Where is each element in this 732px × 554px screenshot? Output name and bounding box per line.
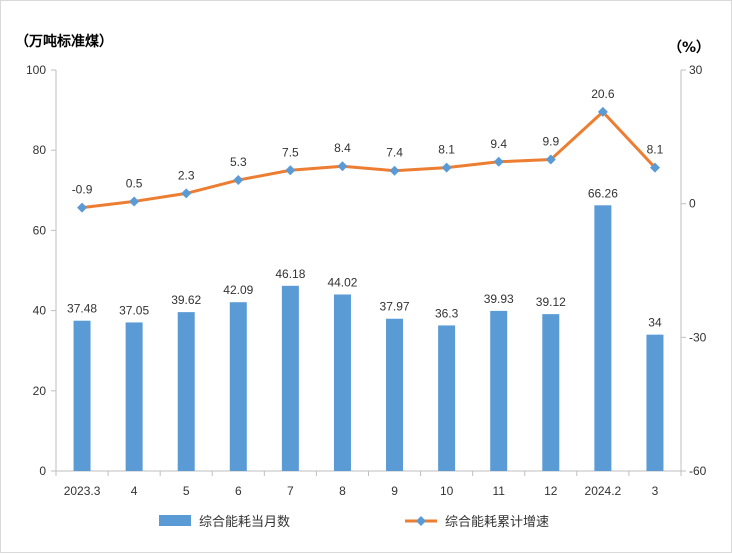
bar-data-label: 37.48 xyxy=(67,302,97,316)
line-marker xyxy=(545,154,556,165)
legend: 综合能耗当月数 综合能耗累计增速 xyxy=(159,515,549,530)
left-tick-label: 20 xyxy=(33,384,47,398)
bar xyxy=(438,325,456,471)
line-marker xyxy=(441,162,452,173)
bar-data-label: 66.26 xyxy=(588,186,618,200)
line-data-label: 0.5 xyxy=(126,176,143,190)
bar xyxy=(594,205,612,471)
bar xyxy=(542,314,560,471)
right-tick-label: -60 xyxy=(689,464,707,478)
x-tick-label: 11 xyxy=(492,484,505,498)
line-marker xyxy=(77,202,88,213)
line-marker xyxy=(233,175,244,186)
x-tick-label: 4 xyxy=(131,484,138,498)
bar xyxy=(229,302,247,471)
right-axis-unit: （%） xyxy=(668,40,710,56)
line-marker xyxy=(285,165,296,176)
left-tick-label: 80 xyxy=(33,143,47,157)
right-tick-label: 30 xyxy=(689,63,703,77)
x-tick-label: 2024.2 xyxy=(585,484,622,498)
bar xyxy=(125,322,143,471)
line-series: -0.9 0.5 2.3 5.3 7.5 8.4 7.4 8.1 9.4 9.9 20.6 8.1 xyxy=(72,87,664,213)
legend-bar-label: 综合能耗当月数 xyxy=(199,515,290,530)
series-line xyxy=(81,110,657,210)
line-marker xyxy=(181,188,192,199)
line-marker xyxy=(389,165,400,176)
line-marker xyxy=(597,106,608,117)
x-tick-label: 6 xyxy=(235,484,242,498)
line-data-label: 7.5 xyxy=(282,145,299,159)
bar-data-label: 46.18 xyxy=(275,267,305,281)
x-tick-label: 8 xyxy=(339,484,346,498)
line-data-label: 8.4 xyxy=(334,141,351,155)
bar xyxy=(73,320,91,471)
left-tick-label: 0 xyxy=(39,464,46,478)
bar-data-label: 39.12 xyxy=(536,295,566,309)
bar-data-label: 39.62 xyxy=(171,293,201,307)
axes: 0 20 40 60 80 100 -60 -30 0 30 2023.3 4 5 6 7 8 9 10 11 12 2… xyxy=(26,63,707,498)
line-data-label: 9.4 xyxy=(490,137,507,151)
bar-series: 37.48 37.05 39.62 42.09 46.18 44.02 37.97 36.3 3… xyxy=(67,186,664,471)
x-tick-label: 5 xyxy=(183,484,190,498)
bar-data-label: 34 xyxy=(648,316,662,330)
line-data-label: 7.4 xyxy=(386,146,403,160)
x-tick-label: 3 xyxy=(652,484,659,498)
line-data-label: 9.9 xyxy=(542,135,559,149)
left-tick-label: 60 xyxy=(33,223,47,237)
bar-data-label: 39.93 xyxy=(484,292,514,306)
bar-data-label: 44.02 xyxy=(327,275,357,289)
bar xyxy=(646,334,664,471)
bar-data-label: 37.05 xyxy=(119,303,149,317)
right-tick-label: 0 xyxy=(689,197,696,211)
bar xyxy=(333,294,351,471)
legend-line-marker xyxy=(416,516,426,526)
line-data-label: 8.1 xyxy=(647,143,664,157)
x-tick-label: 7 xyxy=(287,484,294,498)
legend-bar-swatch xyxy=(159,515,191,526)
line-data-label: 8.1 xyxy=(438,143,455,157)
legend-line-label: 综合能耗累计增速 xyxy=(445,515,549,530)
line-marker xyxy=(649,162,660,173)
bar xyxy=(177,312,195,471)
x-tick-label: 2023.3 xyxy=(64,484,101,498)
line-marker xyxy=(493,156,504,167)
left-tick-label: 40 xyxy=(33,304,47,318)
left-tick-label: 100 xyxy=(26,63,46,77)
x-tick-label: 12 xyxy=(544,484,558,498)
x-tick-label: 10 xyxy=(440,484,454,498)
bar-data-label: 42.09 xyxy=(223,283,253,297)
bar xyxy=(386,318,404,471)
line-data-label: 20.6 xyxy=(591,87,615,101)
line-data-label: -0.9 xyxy=(72,183,93,197)
bar xyxy=(281,285,299,471)
left-axis-unit: （万吨标准煤） xyxy=(15,33,113,50)
line-data-label: 5.3 xyxy=(230,155,247,169)
right-tick-label: -30 xyxy=(689,330,707,344)
x-tick-label: 9 xyxy=(391,484,398,498)
bar-data-label: 37.97 xyxy=(380,300,410,314)
line-data-label: 2.3 xyxy=(178,168,195,182)
line-marker xyxy=(129,196,140,207)
bar xyxy=(490,310,508,471)
bar-data-label: 36.3 xyxy=(435,306,459,320)
line-marker xyxy=(337,161,348,172)
